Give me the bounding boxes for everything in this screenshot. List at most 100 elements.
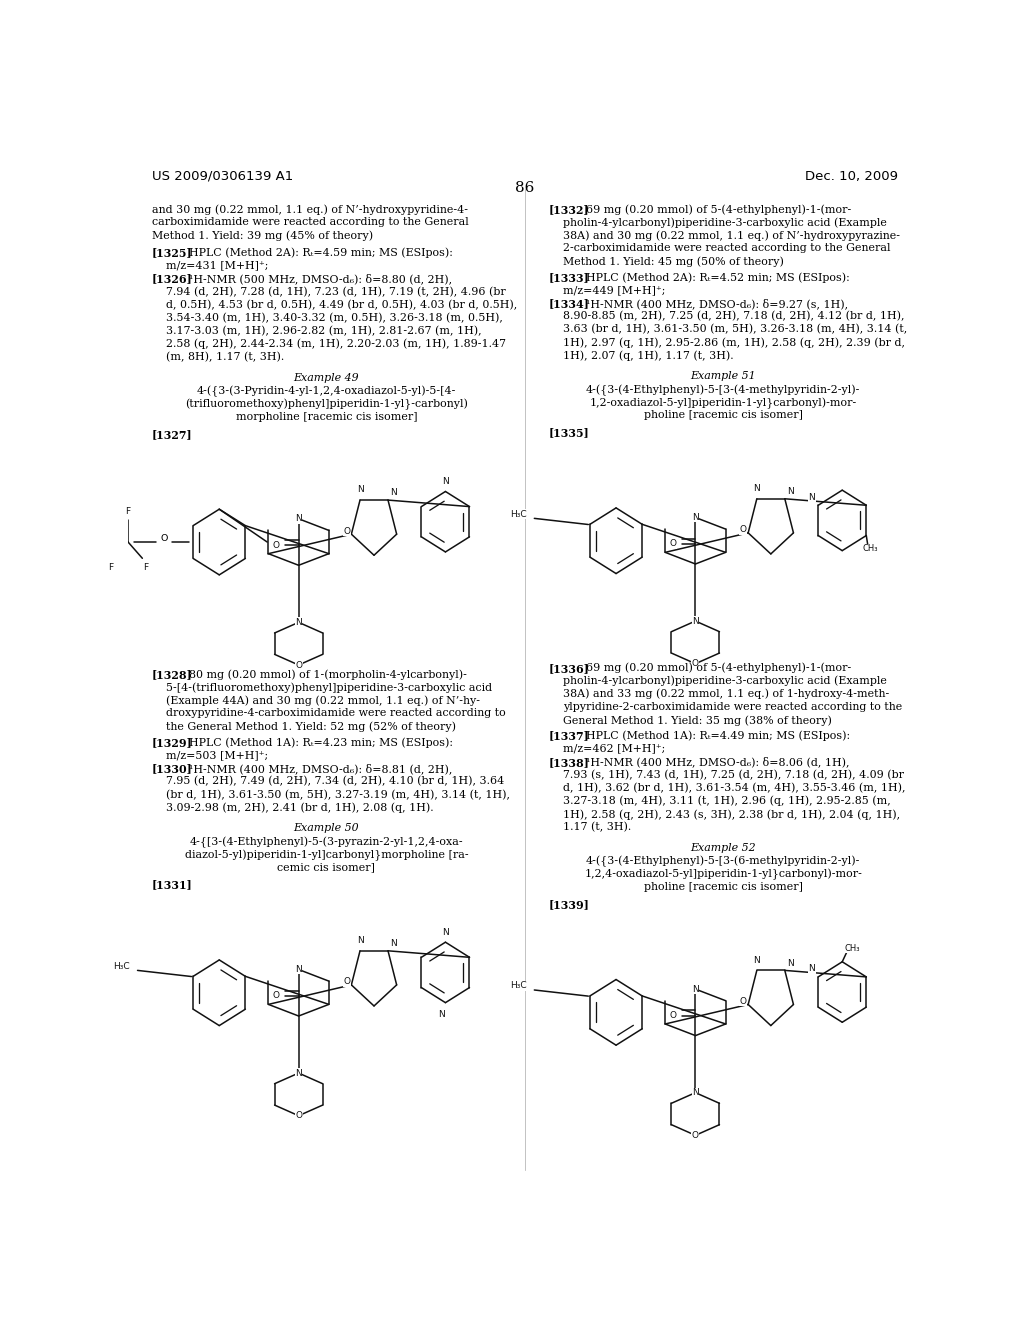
- Text: 7.93 (s, 1H), 7.43 (d, 1H), 7.25 (d, 2H), 7.18 (d, 2H), 4.09 (br: 7.93 (s, 1H), 7.43 (d, 1H), 7.25 (d, 2H)…: [563, 770, 904, 780]
- Text: droxypyridine-4-carboximidamide were reacted according to: droxypyridine-4-carboximidamide were rea…: [166, 709, 506, 718]
- Text: m/z=503 [M+H]⁺;: m/z=503 [M+H]⁺;: [166, 750, 268, 760]
- Text: [1337]: [1337]: [549, 730, 590, 742]
- Text: (Example 44A) and 30 mg (0.22 mmol, 1.1 eq.) of N’-hy-: (Example 44A) and 30 mg (0.22 mmol, 1.1 …: [166, 696, 480, 706]
- Text: 4-({3-(3-Pyridin-4-yl-1,2,4-oxadiazol-5-yl)-5-[4-: 4-({3-(3-Pyridin-4-yl-1,2,4-oxadiazol-5-…: [197, 385, 456, 397]
- Text: cemic cis isomer]: cemic cis isomer]: [278, 862, 376, 873]
- Text: diazol-5-yl)piperidin-1-yl]carbonyl}morpholine [ra-: diazol-5-yl)piperidin-1-yl]carbonyl}morp…: [184, 850, 468, 861]
- Text: pholin-4-ylcarbonyl)piperidine-3-carboxylic acid (Example: pholin-4-ylcarbonyl)piperidine-3-carboxy…: [563, 676, 887, 686]
- Text: 80 mg (0.20 mmol) of 1-(morpholin-4-ylcarbonyl)-: 80 mg (0.20 mmol) of 1-(morpholin-4-ylca…: [182, 669, 467, 680]
- Text: 1,2-oxadiazol-5-yl]piperidin-1-yl}carbonyl)-mor-: 1,2-oxadiazol-5-yl]piperidin-1-yl}carbon…: [590, 397, 857, 409]
- Text: N: N: [787, 958, 794, 968]
- Text: and 30 mg (0.22 mmol, 1.1 eq.) of N’-hydroxypyridine-4-: and 30 mg (0.22 mmol, 1.1 eq.) of N’-hyd…: [152, 205, 468, 215]
- Text: N: N: [356, 936, 364, 945]
- Text: H₃C: H₃C: [510, 982, 526, 990]
- Text: N: N: [295, 1069, 302, 1077]
- Text: 69 mg (0.20 mmol) of 5-(4-ethylphenyl)-1-(mor-: 69 mg (0.20 mmol) of 5-(4-ethylphenyl)-1…: [579, 205, 851, 215]
- Text: CH₃: CH₃: [844, 944, 859, 953]
- Text: N: N: [438, 1010, 444, 1019]
- Text: O: O: [692, 1131, 699, 1140]
- Text: O: O: [273, 541, 280, 549]
- Text: (br d, 1H), 3.61-3.50 (m, 5H), 3.27-3.19 (m, 4H), 3.14 (t, 1H),: (br d, 1H), 3.61-3.50 (m, 5H), 3.27-3.19…: [166, 789, 510, 800]
- Text: N: N: [754, 956, 760, 965]
- Text: 2.58 (q, 2H), 2.44-2.34 (m, 1H), 2.20-2.03 (m, 1H), 1.89-1.47: 2.58 (q, 2H), 2.44-2.34 (m, 1H), 2.20-2.…: [166, 339, 506, 350]
- Text: [1336]: [1336]: [549, 663, 590, 673]
- Text: US 2009/0306139 A1: US 2009/0306139 A1: [152, 169, 293, 182]
- Text: morpholine [racemic cis isomer]: morpholine [racemic cis isomer]: [236, 412, 417, 422]
- Text: [1333]: [1333]: [549, 272, 590, 282]
- Text: N: N: [754, 484, 760, 494]
- Text: O: O: [670, 1011, 677, 1020]
- Text: Example 50: Example 50: [294, 824, 359, 833]
- Text: Method 1. Yield: 39 mg (45% of theory): Method 1. Yield: 39 mg (45% of theory): [152, 230, 373, 240]
- Text: 1H), 2.97 (q, 1H), 2.95-2.86 (m, 1H), 2.58 (q, 2H), 2.39 (br d,: 1H), 2.97 (q, 1H), 2.95-2.86 (m, 1H), 2.…: [563, 338, 905, 348]
- Text: pholine [racemic cis isomer]: pholine [racemic cis isomer]: [644, 882, 803, 892]
- Text: (trifluoromethoxy)phenyl]piperidin-1-yl}-carbonyl): (trifluoromethoxy)phenyl]piperidin-1-yl}…: [185, 399, 468, 411]
- Text: 4-({3-(4-Ethylphenyl)-5-[3-(4-methylpyridin-2-yl)-: 4-({3-(4-Ethylphenyl)-5-[3-(4-methylpyri…: [586, 384, 860, 396]
- Text: ¹H-NMR (400 MHz, DMSO-d₆): δ=8.06 (d, 1H),: ¹H-NMR (400 MHz, DMSO-d₆): δ=8.06 (d, 1H…: [579, 756, 849, 767]
- Text: 86: 86: [515, 181, 535, 195]
- Text: N: N: [442, 928, 449, 936]
- Text: [1330]: [1330]: [152, 763, 193, 775]
- Text: 8.90-8.85 (m, 2H), 7.25 (d, 2H), 7.18 (d, 2H), 4.12 (br d, 1H),: 8.90-8.85 (m, 2H), 7.25 (d, 2H), 7.18 (d…: [563, 312, 904, 322]
- Text: N: N: [390, 940, 397, 948]
- Text: O: O: [343, 977, 350, 986]
- Text: CH₃: CH₃: [862, 544, 878, 553]
- Text: N: N: [692, 1088, 698, 1097]
- Text: 1H), 2.58 (q, 2H), 2.43 (s, 3H), 2.38 (br d, 1H), 2.04 (q, 1H),: 1H), 2.58 (q, 2H), 2.43 (s, 3H), 2.38 (b…: [563, 809, 900, 820]
- Text: 7.94 (d, 2H), 7.28 (d, 1H), 7.23 (d, 1H), 7.19 (t, 2H), 4.96 (br: 7.94 (d, 2H), 7.28 (d, 1H), 7.23 (d, 1H)…: [166, 286, 506, 297]
- Text: O: O: [740, 525, 746, 535]
- Text: N: N: [692, 513, 698, 521]
- Text: [1327]: [1327]: [152, 429, 193, 440]
- Text: HPLC (Method 2A): Rₜ=4.59 min; MS (ESIpos):: HPLC (Method 2A): Rₜ=4.59 min; MS (ESIpo…: [182, 247, 453, 257]
- Text: [1339]: [1339]: [549, 899, 590, 909]
- Text: General Method 1. Yield: 35 mg (38% of theory): General Method 1. Yield: 35 mg (38% of t…: [563, 715, 831, 726]
- Text: 38A) and 30 mg (0.22 mmol, 1.1 eq.) of N’-hydroxypyrazine-: 38A) and 30 mg (0.22 mmol, 1.1 eq.) of N…: [563, 230, 900, 240]
- Text: ¹H-NMR (400 MHz, DMSO-d₆): δ=9.27 (s, 1H),: ¹H-NMR (400 MHz, DMSO-d₆): δ=9.27 (s, 1H…: [579, 298, 848, 309]
- Text: 5-[4-(trifluoromethoxy)phenyl]piperidine-3-carboxylic acid: 5-[4-(trifluoromethoxy)phenyl]piperidine…: [166, 682, 493, 693]
- Text: N: N: [295, 965, 302, 974]
- Text: N: N: [442, 477, 449, 486]
- Text: d, 0.5H), 4.53 (br d, 0.5H), 4.49 (br d, 0.5H), 4.03 (br d, 0.5H),: d, 0.5H), 4.53 (br d, 0.5H), 4.49 (br d,…: [166, 300, 517, 310]
- Text: 38A) and 33 mg (0.22 mmol, 1.1 eq.) of 1-hydroxy-4-meth-: 38A) and 33 mg (0.22 mmol, 1.1 eq.) of 1…: [563, 689, 889, 700]
- Text: H₃C: H₃C: [510, 510, 526, 519]
- Text: N: N: [390, 488, 397, 498]
- Text: m/z=449 [M+H]⁺;: m/z=449 [M+H]⁺;: [563, 285, 666, 296]
- Text: 1H), 2.07 (q, 1H), 1.17 (t, 3H).: 1H), 2.07 (q, 1H), 1.17 (t, 3H).: [563, 350, 733, 360]
- Text: HPLC (Method 1A): Rₜ=4.49 min; MS (ESIpos):: HPLC (Method 1A): Rₜ=4.49 min; MS (ESIpo…: [579, 730, 850, 741]
- Text: pholin-4-ylcarbonyl)piperidine-3-carboxylic acid (Example: pholin-4-ylcarbonyl)piperidine-3-carboxy…: [563, 218, 887, 228]
- Text: O: O: [295, 1111, 302, 1121]
- Text: [1325]: [1325]: [152, 247, 193, 259]
- Text: N: N: [295, 515, 302, 523]
- Text: 3.27-3.18 (m, 4H), 3.11 (t, 1H), 2.96 (q, 1H), 2.95-2.85 (m,: 3.27-3.18 (m, 4H), 3.11 (t, 1H), 2.96 (q…: [563, 796, 891, 807]
- Text: Dec. 10, 2009: Dec. 10, 2009: [805, 169, 898, 182]
- Text: carboximidamide were reacted according to the General: carboximidamide were reacted according t…: [152, 218, 469, 227]
- Text: [1326]: [1326]: [152, 273, 193, 284]
- Text: O: O: [160, 535, 168, 544]
- Text: [1335]: [1335]: [549, 428, 590, 438]
- Text: O: O: [343, 527, 350, 536]
- Text: N: N: [692, 985, 698, 994]
- Text: N: N: [809, 965, 815, 973]
- Text: F: F: [143, 562, 148, 572]
- Text: Example 51: Example 51: [690, 371, 756, 381]
- Text: HPLC (Method 1A): Rₜ=4.23 min; MS (ESIpos):: HPLC (Method 1A): Rₜ=4.23 min; MS (ESIpo…: [182, 737, 453, 747]
- Text: HPLC (Method 2A): Rₜ=4.52 min; MS (ESIpos):: HPLC (Method 2A): Rₜ=4.52 min; MS (ESIpo…: [579, 272, 849, 282]
- Text: 7.95 (d, 2H), 7.49 (d, 2H), 7.34 (d, 2H), 4.10 (br d, 1H), 3.64: 7.95 (d, 2H), 7.49 (d, 2H), 7.34 (d, 2H)…: [166, 776, 505, 787]
- Text: 69 mg (0.20 mmol) of 5-(4-ethylphenyl)-1-(mor-: 69 mg (0.20 mmol) of 5-(4-ethylphenyl)-1…: [579, 663, 851, 673]
- Text: Example 49: Example 49: [294, 372, 359, 383]
- Text: Example 52: Example 52: [690, 843, 756, 853]
- Text: F: F: [109, 562, 114, 572]
- Text: ¹H-NMR (500 MHz, DMSO-d₆): δ=8.80 (d, 2H),: ¹H-NMR (500 MHz, DMSO-d₆): δ=8.80 (d, 2H…: [182, 273, 452, 284]
- Text: 4-({3-(4-Ethylphenyl)-5-[3-(6-methylpyridin-2-yl)-: 4-({3-(4-Ethylphenyl)-5-[3-(6-methylpyri…: [586, 855, 860, 867]
- Text: O: O: [273, 991, 280, 1001]
- Text: [1334]: [1334]: [549, 298, 590, 309]
- Text: O: O: [295, 660, 302, 669]
- Text: 3.63 (br d, 1H), 3.61-3.50 (m, 5H), 3.26-3.18 (m, 4H), 3.14 (t,: 3.63 (br d, 1H), 3.61-3.50 (m, 5H), 3.26…: [563, 325, 907, 335]
- Text: ¹H-NMR (400 MHz, DMSO-d₆): δ=8.81 (d, 2H),: ¹H-NMR (400 MHz, DMSO-d₆): δ=8.81 (d, 2H…: [182, 763, 453, 774]
- Text: N: N: [692, 616, 698, 626]
- Text: 3.17-3.03 (m, 1H), 2.96-2.82 (m, 1H), 2.81-2.67 (m, 1H),: 3.17-3.03 (m, 1H), 2.96-2.82 (m, 1H), 2.…: [166, 326, 481, 337]
- Text: F: F: [126, 507, 131, 516]
- Text: 2-carboximidamide were reacted according to the General: 2-carboximidamide were reacted according…: [563, 243, 891, 253]
- Text: N: N: [356, 486, 364, 495]
- Text: O: O: [740, 997, 746, 1006]
